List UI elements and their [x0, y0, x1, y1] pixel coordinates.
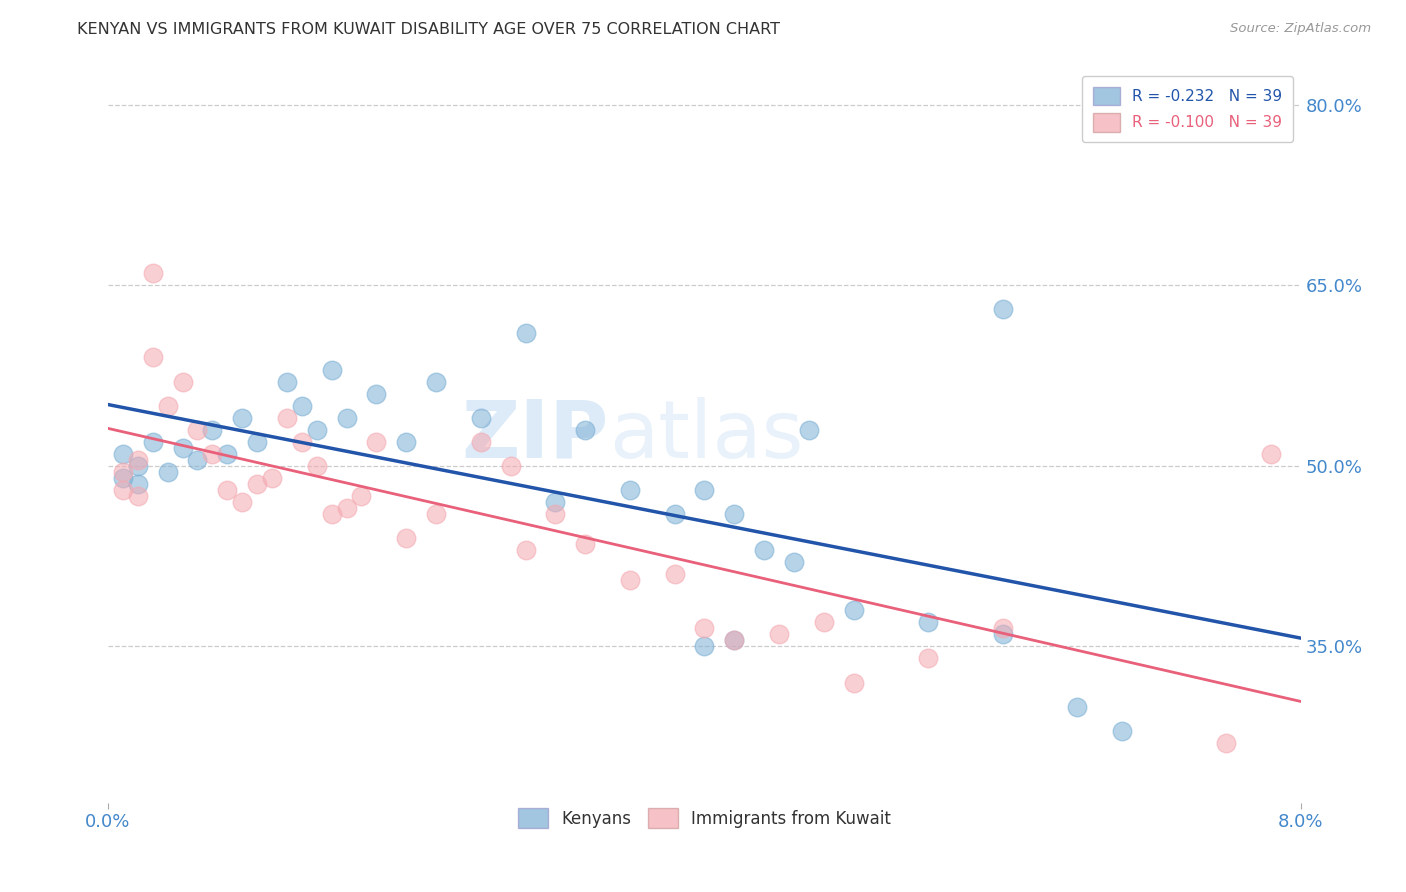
- Legend: Kenyans, Immigrants from Kuwait: Kenyans, Immigrants from Kuwait: [512, 801, 897, 835]
- Point: [276, 410, 298, 425]
- Text: KENYAN VS IMMIGRANTS FROM KUWAIT DISABILITY AGE OVER 75 CORRELATION CHART: KENYAN VS IMMIGRANTS FROM KUWAIT DISABIL…: [77, 22, 780, 37]
- Point: [470, 410, 492, 425]
- Point: [723, 633, 745, 648]
- Point: [172, 375, 194, 389]
- Point: [305, 423, 328, 437]
- Point: [664, 567, 686, 582]
- Point: [217, 447, 239, 461]
- Point: [991, 621, 1014, 635]
- Point: [127, 452, 149, 467]
- Point: [470, 434, 492, 449]
- Point: [142, 434, 165, 449]
- Point: [1066, 699, 1088, 714]
- Point: [186, 452, 208, 467]
- Point: [752, 543, 775, 558]
- Point: [142, 266, 165, 280]
- Point: [1215, 736, 1237, 750]
- Point: [1111, 723, 1133, 738]
- Point: [127, 458, 149, 473]
- Point: [917, 651, 939, 665]
- Point: [395, 434, 418, 449]
- Point: [321, 507, 343, 521]
- Point: [693, 621, 716, 635]
- Point: [515, 326, 537, 341]
- Point: [186, 423, 208, 437]
- Point: [395, 531, 418, 545]
- Point: [1260, 447, 1282, 461]
- Point: [335, 410, 357, 425]
- Point: [813, 615, 835, 630]
- Point: [111, 483, 134, 497]
- Point: [201, 423, 224, 437]
- Point: [127, 476, 149, 491]
- Point: [574, 537, 596, 551]
- Point: [246, 476, 269, 491]
- Point: [231, 410, 253, 425]
- Text: ZIP: ZIP: [461, 397, 609, 475]
- Point: [783, 555, 806, 569]
- Point: [172, 441, 194, 455]
- Point: [499, 458, 522, 473]
- Point: [693, 640, 716, 654]
- Point: [246, 434, 269, 449]
- Point: [111, 447, 134, 461]
- Point: [723, 507, 745, 521]
- Point: [544, 507, 567, 521]
- Point: [231, 495, 253, 509]
- Point: [544, 495, 567, 509]
- Point: [574, 423, 596, 437]
- Text: atlas: atlas: [609, 397, 803, 475]
- Point: [217, 483, 239, 497]
- Point: [366, 434, 388, 449]
- Point: [276, 375, 298, 389]
- Point: [917, 615, 939, 630]
- Point: [797, 423, 820, 437]
- Point: [127, 489, 149, 503]
- Point: [619, 483, 641, 497]
- Point: [723, 633, 745, 648]
- Point: [111, 471, 134, 485]
- Point: [768, 627, 790, 641]
- Point: [305, 458, 328, 473]
- Point: [291, 434, 314, 449]
- Point: [260, 471, 283, 485]
- Point: [156, 465, 179, 479]
- Point: [335, 500, 357, 515]
- Point: [619, 573, 641, 587]
- Point: [366, 386, 388, 401]
- Point: [156, 399, 179, 413]
- Point: [693, 483, 716, 497]
- Point: [842, 675, 865, 690]
- Point: [425, 375, 447, 389]
- Point: [201, 447, 224, 461]
- Point: [991, 302, 1014, 317]
- Point: [142, 351, 165, 365]
- Point: [664, 507, 686, 521]
- Point: [991, 627, 1014, 641]
- Point: [321, 362, 343, 376]
- Point: [350, 489, 373, 503]
- Point: [842, 603, 865, 617]
- Point: [515, 543, 537, 558]
- Point: [111, 465, 134, 479]
- Point: [425, 507, 447, 521]
- Text: Source: ZipAtlas.com: Source: ZipAtlas.com: [1230, 22, 1371, 36]
- Point: [291, 399, 314, 413]
